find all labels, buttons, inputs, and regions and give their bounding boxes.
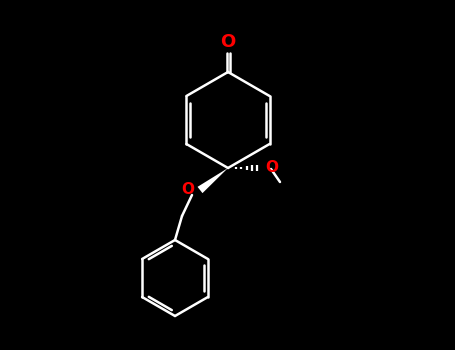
Text: O: O [220, 33, 236, 51]
Text: O: O [181, 182, 194, 197]
Polygon shape [197, 168, 228, 193]
Text: O: O [265, 161, 278, 175]
